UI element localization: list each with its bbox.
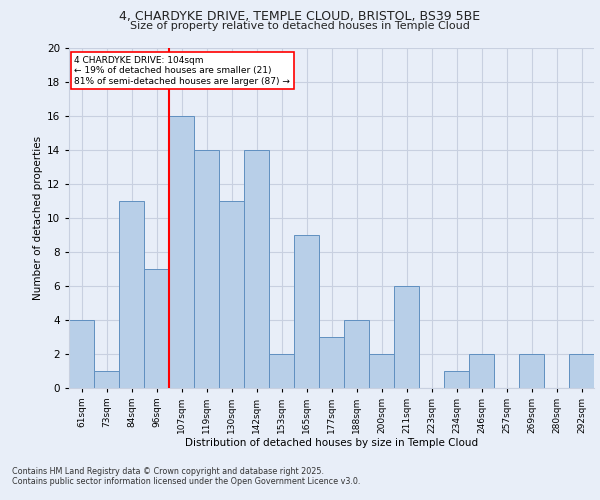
Bar (569, 354, 594, 388)
Text: Contains HM Land Registry data © Crown copyright and database right 2025.: Contains HM Land Registry data © Crown c… (12, 467, 324, 476)
Text: Contains public sector information licensed under the Open Government Licence v3: Contains public sector information licen… (12, 477, 361, 486)
Bar (319, 336, 344, 388)
Y-axis label: Number of detached properties: Number of detached properties (32, 136, 43, 300)
Bar (244, 150, 269, 388)
Bar (144, 268, 169, 388)
Bar (69, 320, 94, 388)
Bar (194, 150, 219, 388)
X-axis label: Distribution of detached houses by size in Temple Cloud: Distribution of detached houses by size … (185, 438, 478, 448)
Bar (294, 234, 319, 388)
Text: Size of property relative to detached houses in Temple Cloud: Size of property relative to detached ho… (130, 21, 470, 31)
Bar (369, 354, 394, 388)
Text: 4, CHARDYKE DRIVE, TEMPLE CLOUD, BRISTOL, BS39 5BE: 4, CHARDYKE DRIVE, TEMPLE CLOUD, BRISTOL… (119, 10, 481, 23)
Bar (94, 370, 119, 388)
Bar (469, 354, 494, 388)
Text: 4 CHARDYKE DRIVE: 104sqm
← 19% of detached houses are smaller (21)
81% of semi-d: 4 CHARDYKE DRIVE: 104sqm ← 19% of detach… (74, 56, 290, 86)
Bar (169, 116, 194, 388)
Bar (219, 200, 244, 388)
Bar (444, 370, 469, 388)
Bar (344, 320, 369, 388)
Bar (269, 354, 294, 388)
Bar (394, 286, 419, 388)
Bar (119, 200, 144, 388)
Bar (519, 354, 544, 388)
